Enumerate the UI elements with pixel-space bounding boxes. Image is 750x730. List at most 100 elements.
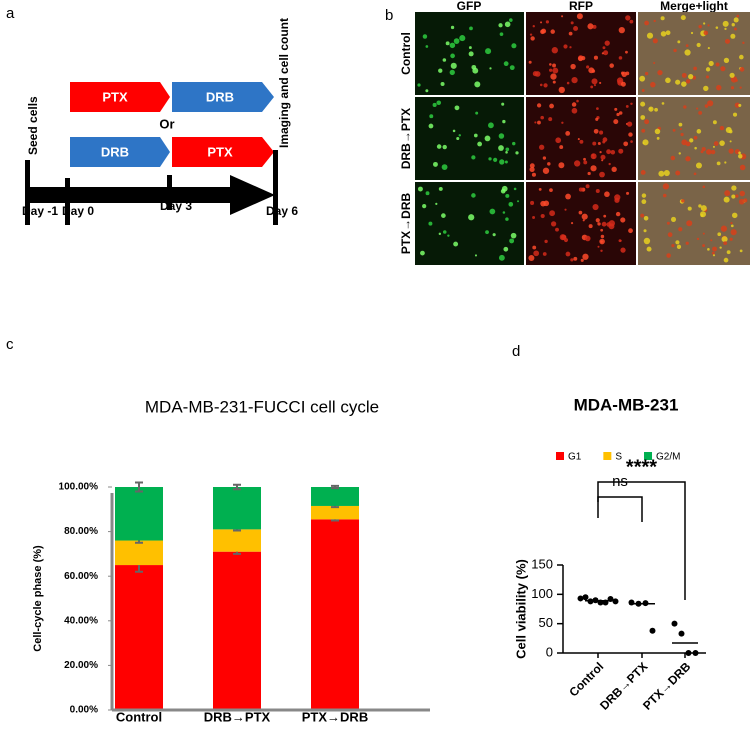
cell	[739, 54, 744, 60]
cell	[641, 89, 645, 92]
cell	[720, 225, 728, 232]
drug-arrow	[70, 82, 170, 112]
cell	[620, 81, 626, 87]
cell	[693, 66, 697, 71]
cell	[440, 81, 445, 86]
cell	[641, 199, 647, 205]
cell	[730, 224, 734, 228]
cell	[724, 190, 731, 197]
cell	[498, 254, 505, 261]
cell	[509, 18, 513, 22]
cell	[705, 67, 711, 72]
cell	[454, 105, 460, 111]
cell	[597, 245, 600, 248]
cell	[672, 128, 676, 132]
y-axis-label: Cell-cycle phase (%)	[32, 545, 44, 652]
cell	[595, 189, 600, 194]
cell	[716, 84, 722, 91]
cell	[532, 216, 536, 219]
cell	[678, 227, 683, 232]
cell	[711, 251, 715, 255]
cell	[513, 187, 517, 191]
cell	[670, 155, 676, 161]
cell	[597, 222, 601, 226]
cell	[663, 170, 670, 177]
timeline-arrowhead	[230, 175, 275, 215]
cell	[660, 16, 665, 21]
cell	[731, 194, 736, 199]
cell	[685, 44, 689, 48]
cell	[599, 151, 602, 154]
data-point	[577, 595, 584, 602]
cell	[547, 162, 551, 166]
cell	[537, 120, 541, 125]
cell	[584, 235, 591, 242]
cell	[449, 42, 456, 49]
cell	[666, 253, 671, 258]
cell	[552, 67, 559, 74]
cell	[549, 63, 552, 66]
cell	[680, 15, 686, 21]
cell	[640, 213, 645, 218]
cell	[602, 46, 606, 50]
cell	[475, 111, 479, 115]
cell	[428, 123, 434, 129]
cell	[673, 48, 677, 53]
cell	[658, 170, 665, 177]
cell	[529, 163, 535, 169]
cell	[698, 204, 702, 208]
panel-label: d	[512, 343, 520, 360]
cell	[613, 119, 619, 125]
cell	[628, 132, 633, 137]
cell	[528, 254, 535, 261]
significance-bracket	[597, 481, 686, 600]
timeline-tick	[65, 178, 70, 225]
cell	[713, 141, 719, 147]
cell	[425, 45, 429, 48]
cell	[485, 48, 492, 55]
cell	[704, 104, 709, 108]
cell	[729, 72, 735, 78]
cell	[743, 198, 748, 203]
data-point	[628, 599, 635, 606]
cell	[599, 171, 605, 178]
cell	[623, 141, 629, 147]
cell	[550, 29, 555, 34]
cell	[677, 40, 681, 44]
data-point	[671, 620, 678, 627]
cell	[721, 236, 728, 243]
cell	[600, 154, 606, 160]
cell	[468, 46, 472, 50]
micrograph	[526, 97, 636, 180]
cell	[724, 27, 727, 30]
cell	[420, 250, 425, 256]
cell	[540, 21, 543, 24]
cell	[517, 200, 520, 203]
cell	[441, 213, 446, 218]
cell	[703, 22, 706, 25]
drug-arrow	[70, 137, 170, 167]
cell	[498, 23, 503, 28]
cell	[646, 246, 652, 252]
cell	[681, 81, 687, 87]
cell	[601, 52, 604, 55]
cell	[723, 241, 728, 246]
cell	[726, 250, 731, 255]
cell	[698, 24, 702, 29]
column-header: RFP	[569, 0, 593, 13]
cell	[425, 89, 429, 93]
cell	[555, 137, 562, 144]
timeline-tick	[167, 175, 172, 210]
cell	[739, 67, 745, 72]
x-tick-label: Control	[116, 709, 162, 724]
cell	[653, 61, 656, 65]
bar-segment	[213, 529, 261, 552]
cell	[505, 217, 509, 221]
cell	[570, 63, 576, 70]
cell	[600, 228, 604, 232]
cell	[604, 40, 610, 46]
cell	[738, 154, 743, 159]
bar-segment	[115, 540, 163, 566]
cell	[703, 30, 709, 36]
cell	[542, 252, 547, 256]
